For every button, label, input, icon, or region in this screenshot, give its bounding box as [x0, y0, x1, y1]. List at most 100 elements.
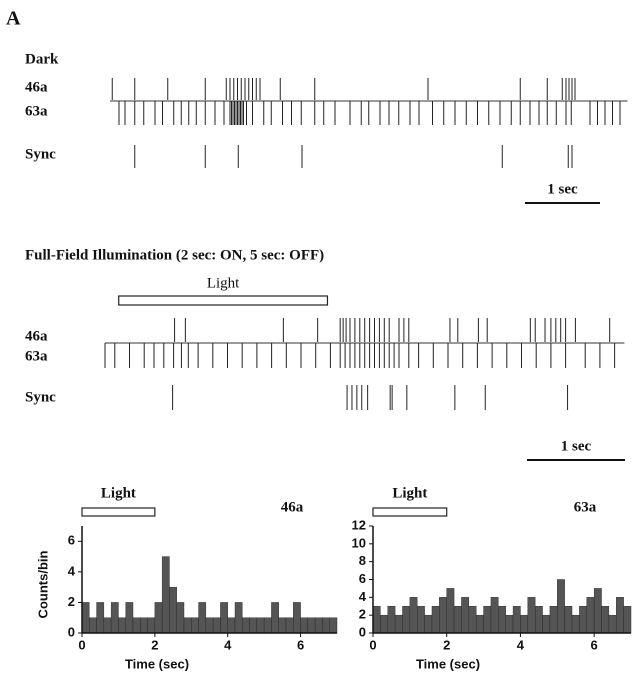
- x-axis-label: Time (sec): [416, 656, 480, 671]
- bar: [593, 588, 602, 634]
- x-tick-label: 6: [297, 637, 304, 652]
- y-tick-label: 4: [359, 589, 367, 604]
- bar: [125, 602, 134, 634]
- bar: [161, 556, 170, 634]
- bar: [205, 617, 214, 634]
- bar: [191, 617, 199, 634]
- bar: [89, 617, 97, 634]
- bar: [616, 597, 624, 634]
- bar: [278, 617, 287, 634]
- bar: [453, 606, 462, 634]
- bar: [234, 602, 243, 634]
- x-tick-label: 4: [517, 637, 525, 652]
- row-label: Sync: [25, 146, 56, 162]
- bar: [608, 614, 617, 634]
- x-tick-label: 4: [224, 637, 232, 652]
- bar: [571, 614, 580, 634]
- bar: [314, 617, 323, 634]
- bar: [417, 606, 425, 634]
- bar: [81, 602, 90, 634]
- x-axis-label: Time (sec): [125, 656, 189, 671]
- bar: [242, 617, 250, 634]
- bar: [483, 606, 492, 634]
- bar: [285, 617, 294, 634]
- y-axis-label: Counts/bin: [35, 551, 50, 619]
- bar: [579, 606, 587, 634]
- bar: [183, 617, 192, 634]
- light-bar: [372, 507, 448, 517]
- bar: [512, 606, 521, 634]
- bar: [520, 614, 529, 634]
- bar: [446, 588, 455, 634]
- bar: [103, 617, 112, 634]
- bar: [220, 602, 228, 634]
- bar: [132, 617, 141, 634]
- row-label: 46a: [25, 328, 48, 344]
- bar: [490, 597, 499, 634]
- bar: [176, 602, 185, 634]
- y-tick-label: 12: [352, 517, 366, 532]
- light-bar: [118, 295, 329, 306]
- light-bar: [81, 507, 156, 517]
- bar: [110, 602, 119, 634]
- bar: [212, 617, 221, 634]
- y-tick-label: 8: [359, 553, 366, 568]
- bar: [372, 606, 381, 634]
- bar: [329, 617, 338, 634]
- bar: [169, 586, 177, 634]
- hist-title: 46a: [281, 499, 304, 515]
- hist-title: 63a: [574, 499, 597, 515]
- bar: [505, 614, 514, 634]
- bar: [96, 602, 105, 634]
- bar: [300, 617, 309, 634]
- bar: [461, 597, 470, 634]
- light-label: Light: [207, 275, 240, 291]
- bar: [424, 614, 433, 634]
- bar: [564, 606, 573, 634]
- light-label: Light: [392, 485, 427, 501]
- y-tick-label: 6: [359, 571, 366, 586]
- bar: [601, 606, 610, 634]
- y-tick-label: 0: [359, 624, 366, 639]
- bar: [476, 614, 484, 634]
- bar: [256, 617, 265, 634]
- y-tick-label: 6: [68, 533, 75, 548]
- bar: [409, 597, 418, 634]
- row-label: 63a: [25, 348, 48, 364]
- panel-label: A: [6, 8, 21, 30]
- bar: [542, 614, 551, 634]
- bar: [387, 606, 396, 634]
- bar: [549, 606, 558, 634]
- x-tick-label: 2: [151, 637, 158, 652]
- bar: [307, 617, 316, 634]
- bar: [380, 614, 388, 634]
- bar: [227, 617, 236, 634]
- x-tick-label: 0: [369, 637, 376, 652]
- scale-bar-label: 1 sec: [547, 181, 578, 197]
- bar: [322, 617, 330, 634]
- bar: [293, 602, 301, 634]
- row-label: Sync: [25, 389, 56, 405]
- bar: [249, 617, 258, 634]
- bar: [557, 579, 565, 634]
- bar: [534, 606, 543, 634]
- scale-bar-label: 1 sec: [561, 438, 592, 454]
- bar: [527, 597, 536, 634]
- bar: [140, 617, 148, 634]
- row-label: 46a: [25, 79, 48, 95]
- bar: [402, 606, 411, 634]
- x-tick-label: 2: [443, 637, 450, 652]
- y-tick-label: 2: [359, 607, 366, 622]
- bar: [439, 597, 447, 634]
- bar: [198, 602, 207, 634]
- bar: [586, 597, 595, 634]
- y-tick-label: 2: [68, 594, 75, 609]
- bar: [431, 606, 440, 634]
- bar: [147, 617, 156, 634]
- raster-title: Full-Field Illumination (2 sec: ON, 5 se…: [25, 247, 324, 263]
- y-tick-label: 10: [352, 535, 366, 550]
- bar: [623, 606, 632, 634]
- x-tick-label: 0: [78, 637, 85, 652]
- x-tick-label: 6: [591, 637, 598, 652]
